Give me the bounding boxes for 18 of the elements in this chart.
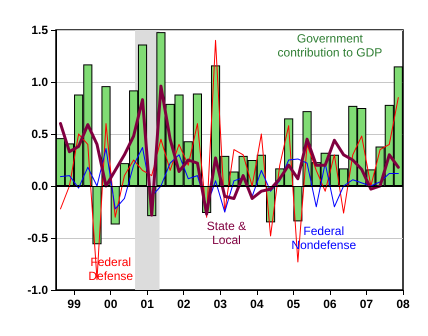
x-tick-label: 01	[140, 297, 154, 311]
x-tick-label: 08	[396, 297, 410, 311]
y-tick-label: -0.5	[27, 231, 48, 245]
x-tick-label: 03	[214, 297, 228, 311]
x-tick-label: 99	[67, 297, 82, 311]
y-tick-label: 1.5	[31, 23, 48, 37]
x-tick-label: 04	[250, 297, 264, 311]
series-label: Government contribution to GDP	[278, 32, 382, 60]
x-tick-label: 05	[286, 297, 300, 311]
series-label: State & Local	[206, 218, 246, 247]
x-tick-label: 07	[360, 297, 374, 311]
y-tick-label: 1.0	[31, 75, 48, 89]
y-tick-label: 0.0	[31, 179, 48, 193]
x-tick-label: 00	[104, 297, 118, 311]
y-tick-label: 0.5	[31, 127, 48, 141]
y-tick-label: -1.0	[27, 283, 48, 297]
x-tick-label: 02	[177, 297, 191, 311]
x-tick-label: 06	[323, 297, 337, 311]
